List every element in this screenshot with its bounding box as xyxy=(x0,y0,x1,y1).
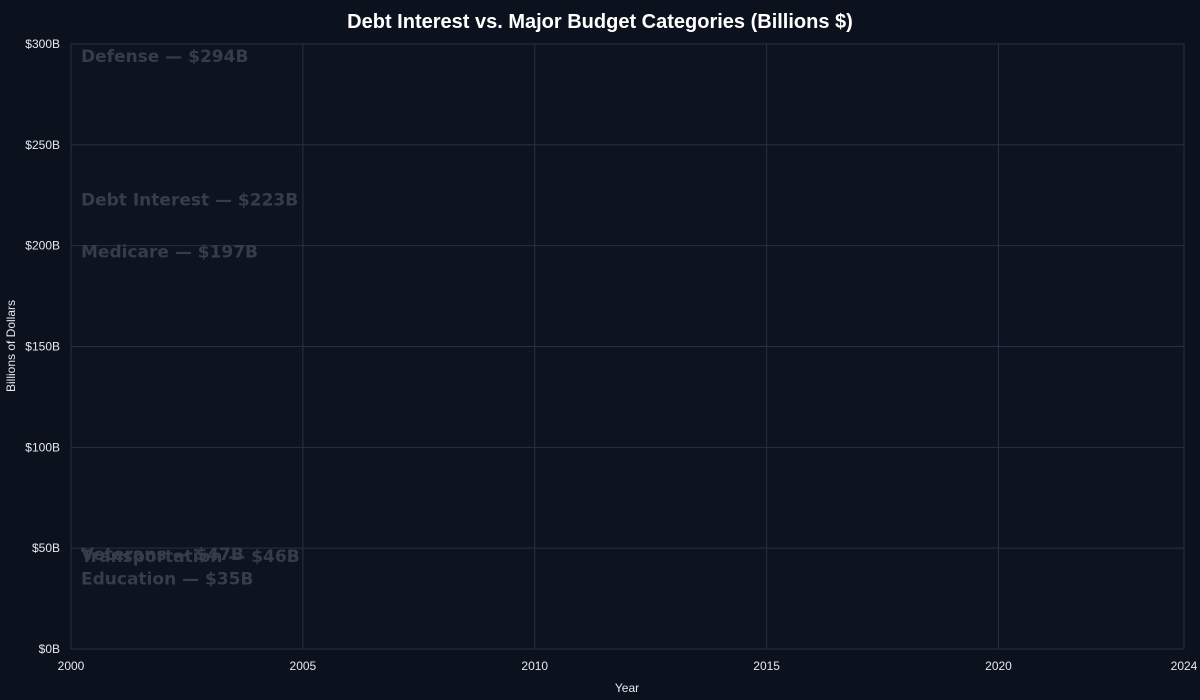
x-tick-label: 2000 xyxy=(58,659,85,673)
x-tick-label: 2015 xyxy=(753,659,780,673)
y-tick-label: $250B xyxy=(25,138,60,152)
y-tick-label: $0B xyxy=(39,642,60,656)
y-tick-label: $50B xyxy=(32,541,60,555)
x-tick-label: 2010 xyxy=(521,659,548,673)
grid xyxy=(70,43,1185,650)
y-tick-label: $150B xyxy=(25,340,60,354)
category-annotation: Veterans — $47B xyxy=(81,545,244,565)
y-tick-label: $200B xyxy=(25,239,60,253)
y-tick-label: $300B xyxy=(25,37,60,51)
category-annotation: Education — $35B xyxy=(81,569,253,589)
x-axis-label: Year xyxy=(615,681,639,695)
chart-title: Debt Interest vs. Major Budget Categorie… xyxy=(347,11,853,33)
y-axis-label: Billions of Dollars xyxy=(4,300,18,392)
category-annotation: Debt Interest — $223B xyxy=(81,190,298,210)
x-tick-label: 2024 xyxy=(1171,659,1198,673)
category-annotation: Transportation — $46B xyxy=(81,547,300,567)
y-tick-label: $100B xyxy=(25,440,60,454)
x-tick-label: 2020 xyxy=(985,659,1012,673)
category-annotation: Medicare — $197B xyxy=(81,243,258,263)
x-tick-label: 2005 xyxy=(290,659,317,673)
tick-labels: $0B $50B $100B $150B $200B $250B $300B 2000 2005… xyxy=(25,37,1197,673)
annotations: Defense — $294B Debt Interest — $223B Medi… xyxy=(81,47,300,589)
category-annotation: Defense — $294B xyxy=(81,47,248,67)
